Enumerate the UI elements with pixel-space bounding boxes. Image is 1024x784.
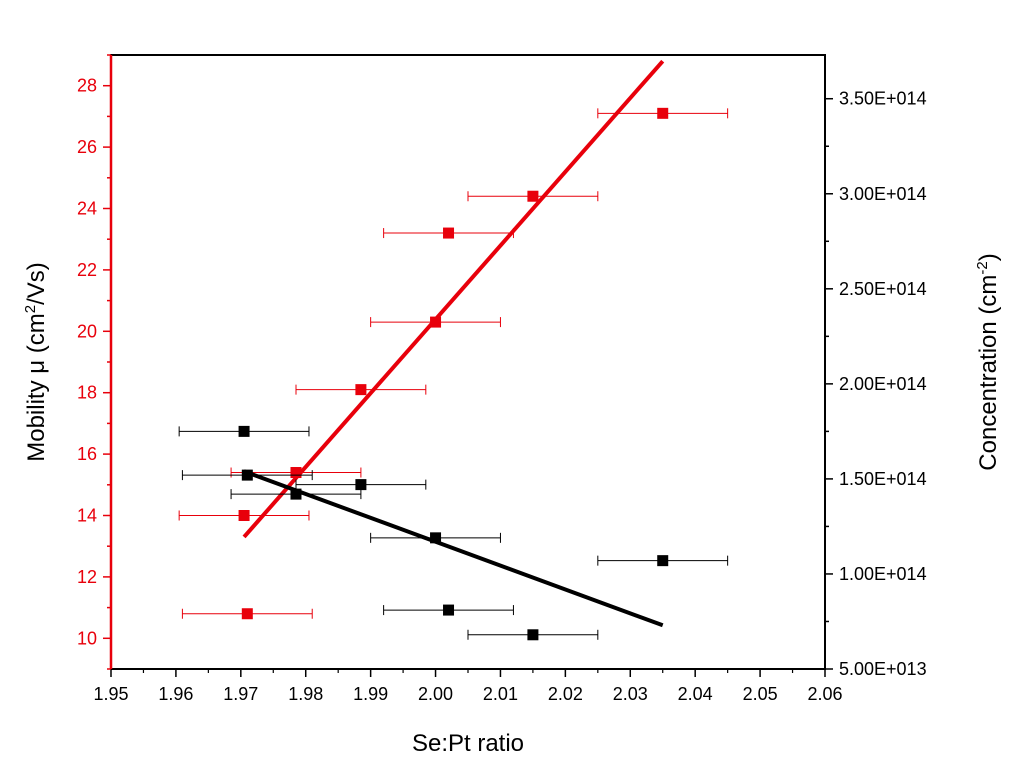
mobility-point <box>430 316 442 328</box>
y-left-tick-label: 20 <box>77 321 97 341</box>
plot-frame <box>110 54 826 670</box>
y-axis-left-title: Mobility μ (cm2/Vs) <box>22 262 50 462</box>
y-right-tick-label: 2.00E+014 <box>839 374 927 394</box>
concentration-point <box>238 425 250 437</box>
x-tick-label: 2.05 <box>743 684 778 704</box>
x-tick-label: 2.00 <box>418 684 453 704</box>
concentration-point <box>527 629 539 641</box>
y-axis-left-title-suffix: /Vs) <box>23 262 50 305</box>
y-axis-right-title-sup: -2 <box>974 261 991 274</box>
mobility-fit-line <box>242 59 665 539</box>
y-axis-left: 10 12 14 16 18 20 22 24 26 28 <box>77 54 111 670</box>
x-tick-label: 1.99 <box>353 684 388 704</box>
y-right-tick-label: 1.50E+014 <box>839 469 927 489</box>
y-left-tick-label: 10 <box>77 628 97 648</box>
y-right-tick-label: 5.00E+013 <box>839 659 927 679</box>
y-axis-left-title-prefix: Mobility μ (cm <box>23 313 50 462</box>
x-tick-label: 1.95 <box>93 684 128 704</box>
plot-area <box>109 54 826 670</box>
x-tick-label: 2.03 <box>613 684 648 704</box>
concentration-point <box>657 555 669 567</box>
y-right-tick-label: 3.50E+014 <box>839 89 927 109</box>
mobility-point <box>443 227 455 239</box>
concentration-point <box>290 488 302 500</box>
y-right-tick-label: 2.50E+014 <box>839 279 927 299</box>
x-tick-label: 1.96 <box>158 684 193 704</box>
x-tick-label: 2.01 <box>483 684 518 704</box>
mobility-point <box>238 510 250 521</box>
concentration-point <box>430 532 442 544</box>
y-right-tick-label: 3.00E+014 <box>839 184 927 204</box>
y-left-tick-label: 28 <box>77 76 97 96</box>
x-tick-label: 2.02 <box>548 684 583 704</box>
concentration-point <box>443 604 455 616</box>
mobility-point <box>527 190 539 202</box>
y-left-tick-label: 12 <box>77 567 97 587</box>
y-left-tick-label: 26 <box>77 137 97 157</box>
y-axis-left-title-sup: 2 <box>22 305 39 313</box>
y-axis-right-title-prefix: Concentration (cm <box>975 275 1002 471</box>
y-left-tick-label: 18 <box>77 383 97 403</box>
series-layer <box>178 59 729 641</box>
y-axis-right-title: Concentration (cm-2) <box>974 253 1002 470</box>
mobility-point <box>657 107 669 119</box>
x-tick-label: 1.97 <box>223 684 258 704</box>
y-left-tick-label: 24 <box>77 199 97 219</box>
mobility-point <box>355 384 367 396</box>
x-tick-label: 2.04 <box>678 684 713 704</box>
y-left-tick-label: 14 <box>77 506 97 526</box>
y-left-tick-label: 22 <box>77 260 97 280</box>
concentration-point <box>355 479 367 491</box>
y-left-tick-label: 16 <box>77 444 97 464</box>
x-axis: 1.95 1.96 1.97 1.98 1.99 2.00 2.01 2.02 2.03 2.04… <box>93 669 843 704</box>
concentration-point <box>241 469 253 481</box>
x-tick-label: 2.06 <box>807 684 842 704</box>
y-right-tick-label: 1.00E+014 <box>839 564 927 584</box>
x-tick-label: 1.98 <box>288 684 323 704</box>
x-axis-title: Se:Pt ratio <box>412 730 524 757</box>
mobility-point <box>241 608 253 620</box>
y-axis-right-title-suffix: ) <box>975 253 1002 261</box>
concentration-fit-line <box>243 469 664 628</box>
y-axis-right: 5.00E+013 1.00E+014 1.50E+014 2.00E+014 2.50… <box>825 89 927 679</box>
mobility-point <box>290 467 302 479</box>
